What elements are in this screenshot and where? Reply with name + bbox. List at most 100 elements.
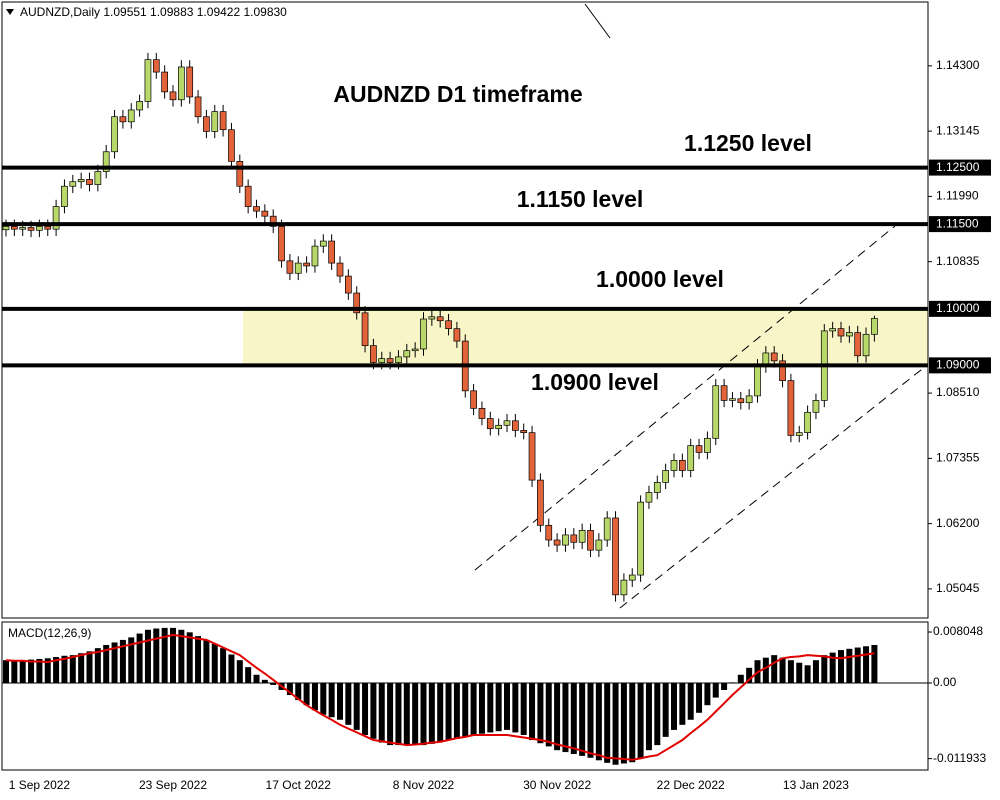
- candle-body: [169, 91, 177, 101]
- macd-bar: [420, 683, 427, 746]
- level-label-box: [929, 159, 991, 176]
- candle-body: [420, 318, 427, 350]
- candle-body: [603, 517, 611, 541]
- x-tick-label: 1 Sep 2022: [9, 778, 71, 792]
- macd-bar: [362, 683, 369, 735]
- macd-bar: [470, 683, 477, 735]
- candle-body: [378, 358, 386, 363]
- macd-bar: [161, 627, 168, 684]
- macd-bar: [787, 660, 794, 684]
- candle-body: [704, 437, 711, 453]
- y-tick-label: 1.06200: [936, 516, 980, 530]
- macd-bar: [821, 655, 828, 684]
- x-tick-label: 22 Dec 2022: [657, 778, 725, 792]
- candle-body: [69, 181, 77, 187]
- macd-bar: [662, 683, 669, 737]
- candle-body: [528, 432, 536, 481]
- macd-bar: [228, 654, 235, 684]
- macd-bar: [36, 658, 43, 684]
- candle-body: [303, 262, 310, 267]
- candle-body: [152, 59, 160, 73]
- candle-body: [86, 179, 93, 185]
- candle-body: [211, 111, 219, 132]
- candle-body: [645, 492, 653, 503]
- macd-bar: [671, 683, 677, 730]
- y-tick-label: 1.13145: [936, 123, 980, 137]
- candle-body: [662, 470, 670, 483]
- signal-line: [5, 633, 875, 761]
- macd-bar: [554, 683, 561, 751]
- candle-body: [36, 226, 43, 231]
- macd-bar: [537, 683, 544, 744]
- candle-body: [520, 430, 528, 433]
- macd-bar: [437, 683, 444, 742]
- candle-body: [253, 206, 260, 212]
- macd-bar: [211, 643, 218, 684]
- candle-body: [194, 96, 202, 118]
- candle-body: [403, 350, 411, 358]
- candle-body: [178, 66, 185, 101]
- macd-bar: [311, 683, 318, 711]
- macd-bar: [579, 683, 586, 756]
- candle-body: [637, 501, 644, 576]
- macd-bar: [487, 683, 494, 733]
- candle-body: [537, 479, 544, 526]
- macd-bar: [620, 683, 627, 764]
- candle-body: [136, 101, 143, 111]
- macd-bar: [829, 652, 836, 684]
- candle-body: [720, 385, 728, 401]
- candle-body: [687, 445, 695, 471]
- macd-bar: [854, 647, 861, 684]
- macd-bar: [295, 683, 302, 701]
- candle-body: [495, 424, 502, 430]
- channel-lower: [619, 365, 927, 609]
- candle-body: [628, 574, 636, 581]
- macd-bar: [504, 683, 510, 730]
- macd-frame: [1, 621, 929, 771]
- macd-bar: [445, 683, 452, 741]
- level-label: 1.11500: [936, 216, 979, 230]
- macd-bar: [796, 662, 803, 684]
- candle-body: [244, 185, 252, 207]
- y-tick-label: -0.011933: [933, 751, 986, 765]
- macd-bar: [69, 655, 76, 684]
- candle-body: [127, 109, 135, 123]
- macd-bar: [320, 683, 327, 715]
- candle-body: [94, 171, 102, 185]
- chart-title: AUDNZD D1 timeframe: [333, 81, 582, 107]
- macd-bar: [428, 683, 435, 744]
- candle-body: [570, 534, 578, 543]
- macd-bar: [28, 659, 35, 684]
- candle-body: [754, 365, 761, 397]
- macd-bar: [645, 683, 652, 751]
- macd-bar: [595, 683, 602, 761]
- menu-arrow[interactable]: [6, 9, 14, 15]
- macd-bar: [328, 683, 335, 718]
- level-label: 1.09000: [936, 358, 980, 372]
- macd-bar: [704, 683, 711, 706]
- y-tick-label: 1.10835: [936, 254, 980, 268]
- macd-bar: [78, 653, 85, 684]
- macd-bar: [270, 683, 277, 685]
- macd-bar: [395, 683, 402, 746]
- level-label-box: [929, 300, 991, 317]
- candle-body: [695, 445, 703, 453]
- macd-bar: [119, 639, 126, 684]
- macd-bar: [604, 683, 611, 763]
- candle-body: [2, 226, 10, 231]
- macd-bar: [712, 683, 719, 698]
- candle-body: [111, 116, 118, 153]
- candle-body: [787, 380, 795, 436]
- candle-body: [77, 179, 85, 183]
- candle-body: [486, 418, 494, 430]
- level-annotation: 1.1150 level: [517, 186, 644, 212]
- macd-bar: [144, 629, 151, 684]
- y-tick-label: 1.14300: [936, 58, 980, 72]
- macd-bar: [403, 683, 410, 746]
- candle-body: [353, 292, 361, 314]
- macd-bar: [103, 644, 110, 684]
- x-tick-label: 13 Jan 2023: [783, 778, 849, 792]
- candle-body: [161, 71, 168, 93]
- candle-body: [871, 318, 878, 335]
- candle-body: [336, 262, 344, 277]
